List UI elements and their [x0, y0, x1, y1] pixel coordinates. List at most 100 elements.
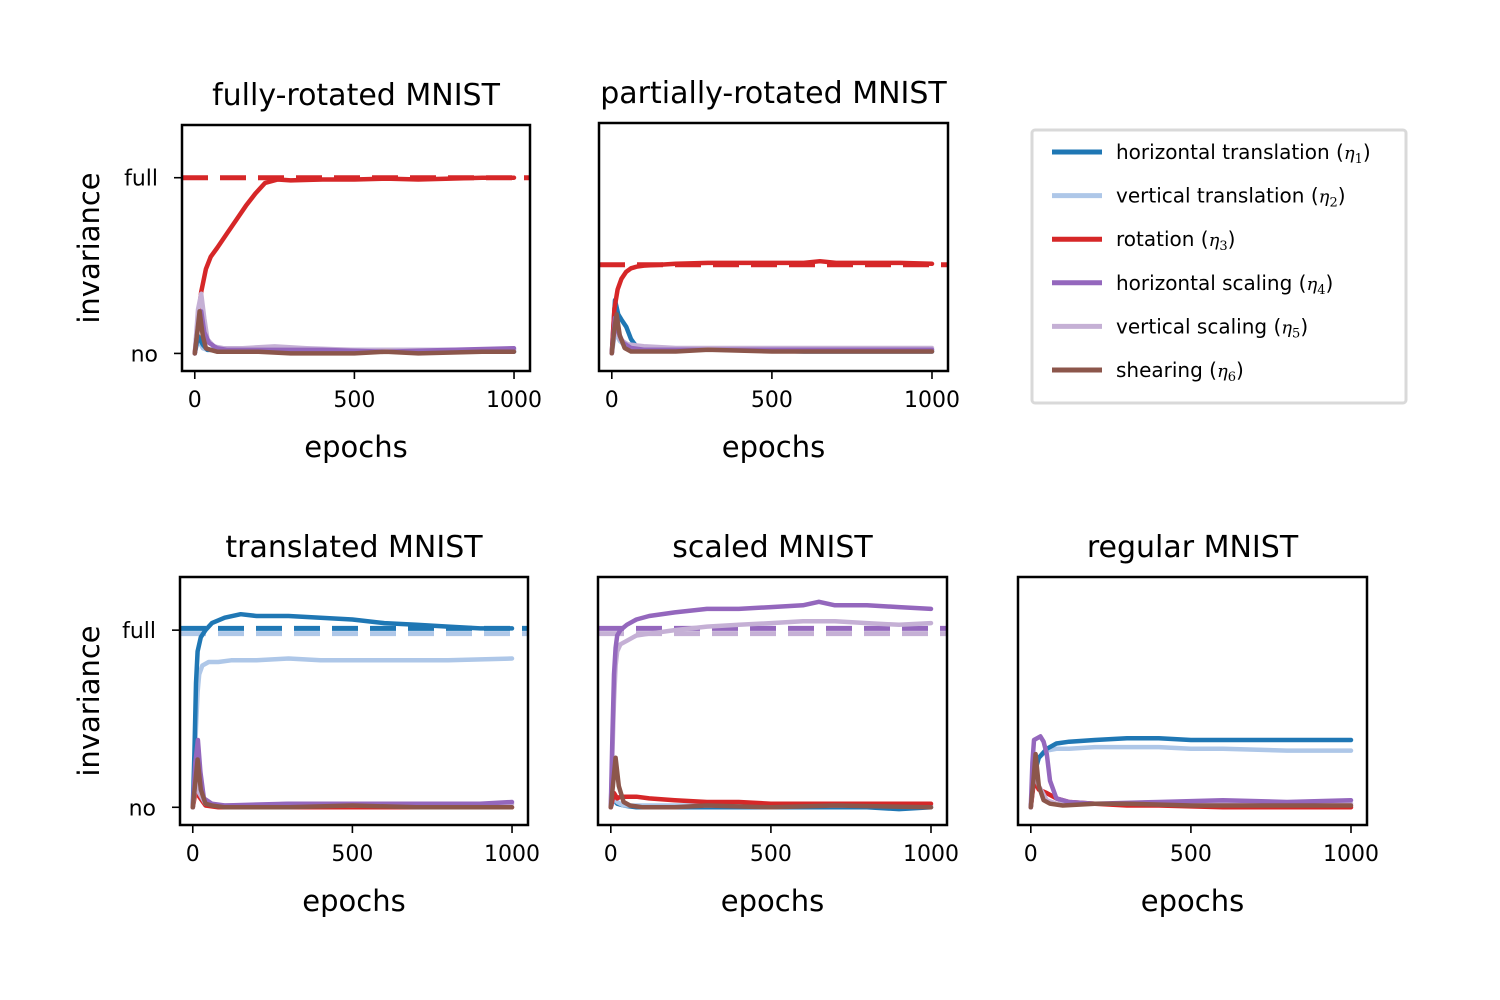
series-line [190, 757, 515, 810]
x-axis-label: epochs [304, 430, 407, 464]
legend-label: horizontal translation (η1) [1116, 140, 1371, 167]
legend-label-text: vertical scaling ( [1116, 314, 1281, 338]
legend-entry: shearing (η6) [1052, 358, 1244, 385]
series-line [190, 656, 515, 810]
x-tick-label: 1000 [484, 842, 540, 867]
x-tick-label: 0 [605, 388, 619, 413]
axes-frame [596, 575, 949, 827]
series-line [609, 312, 935, 356]
x-tick-label: 1000 [904, 388, 960, 413]
y-axis-label: invariance [72, 625, 106, 776]
axes-frame [178, 575, 530, 827]
series-line [190, 611, 515, 810]
legend-symbol: η [1306, 274, 1317, 295]
legend-label: vertical translation (η2) [1116, 184, 1346, 211]
series-line [190, 737, 515, 810]
subplot-title: partially-rotated MNIST [600, 76, 947, 111]
series-line [608, 755, 934, 810]
legend-label-end: ) [1300, 314, 1308, 338]
x-tick-label: 1000 [1323, 842, 1379, 867]
series-line [192, 175, 517, 356]
legend-symbol: η [1217, 361, 1228, 382]
axes-frame [180, 123, 532, 373]
subplot-5: 0 500 1000 regular MNIST epochs [1016, 530, 1379, 918]
legend-label-end: ) [1228, 227, 1236, 251]
subplot-title: fully-rotated MNIST [212, 78, 500, 113]
x-tick-label: 0 [186, 842, 200, 867]
subplot-title: scaled MNIST [672, 530, 873, 565]
legend-label: horizontal scaling (η4) [1116, 271, 1333, 298]
series-line [1028, 735, 1354, 810]
legend-subscript: 4 [1317, 283, 1325, 298]
series-line [192, 291, 517, 356]
legend-label: rotation (η3) [1116, 227, 1235, 254]
legend-label-text: vertical translation ( [1116, 184, 1319, 208]
series-line [609, 315, 935, 356]
y-tick-label: full [124, 167, 158, 192]
legend-label-text: horizontal scaling ( [1116, 271, 1306, 295]
x-tick-label: 500 [1170, 842, 1212, 867]
y-tick-label: full [122, 619, 156, 644]
legend-entry: vertical translation (η2) [1052, 184, 1346, 211]
subplot-3: 0 500 1000 no full translated MNIST epochs inva… [72, 530, 540, 918]
y-axis-label: invariance [72, 172, 106, 323]
x-tick-label: 500 [333, 388, 375, 413]
series-line [1028, 744, 1354, 810]
legend-symbol: η [1281, 317, 1292, 338]
x-axis-label: epochs [302, 884, 405, 918]
plot-area [1028, 734, 1354, 810]
series-line [1028, 751, 1354, 810]
x-tick-label: 500 [750, 842, 792, 867]
legend-subscript: 1 [1355, 152, 1363, 167]
series-line [1028, 734, 1354, 810]
legend-label-text: rotation ( [1116, 227, 1209, 251]
series-line [192, 309, 517, 356]
x-tick-label: 0 [1024, 842, 1038, 867]
legend-entry: rotation (η3) [1052, 227, 1235, 254]
legend-symbol: η [1319, 187, 1330, 208]
x-axis-label: epochs [722, 430, 825, 464]
x-tick-label: 0 [604, 842, 618, 867]
series-line [609, 258, 935, 356]
plot-area [599, 258, 948, 356]
legend-label-text: horizontal translation ( [1116, 140, 1344, 164]
axes-frame [597, 121, 950, 373]
legend-subscript: 3 [1219, 239, 1227, 254]
x-axis-label: epochs [1141, 884, 1244, 918]
x-tick-label: 500 [751, 388, 793, 413]
legend-label: shearing (η6) [1116, 358, 1244, 385]
legend-symbol: η [1209, 230, 1220, 251]
x-tick-label: 1000 [903, 842, 959, 867]
legend-subscript: 5 [1292, 326, 1300, 341]
subplot-title: regular MNIST [1087, 530, 1299, 565]
legend-entry: horizontal scaling (η4) [1052, 271, 1333, 298]
subplot-2: 0 500 1000 partially-rotated MNIST epochs [597, 76, 960, 464]
legend-subscript: 2 [1329, 196, 1337, 211]
y-tick-label: no [131, 342, 158, 367]
x-tick-label: 1000 [486, 388, 542, 413]
subplot-1: 0 500 1000 no full fully-rotated MNIST epochs i… [72, 78, 542, 464]
x-tick-label: 0 [188, 388, 202, 413]
plot-area [598, 599, 947, 812]
legend-label-end: ) [1326, 271, 1334, 295]
legend-symbol: η [1344, 143, 1355, 164]
legend-label-end: ) [1338, 184, 1346, 208]
legend-frame [1030, 128, 1408, 405]
legend-label-text: shearing ( [1116, 358, 1217, 382]
legend-subscript: 6 [1228, 370, 1236, 385]
series-line [608, 599, 934, 810]
plot-area [180, 611, 528, 810]
legend: horizontal translation (η1)vertical tran… [1030, 128, 1408, 405]
series-line [608, 619, 934, 810]
legend-label-end: ) [1236, 358, 1244, 382]
y-tick-label: no [129, 796, 156, 821]
legend-entry: horizontal translation (η1) [1052, 140, 1371, 167]
legend-label: vertical scaling (η5) [1116, 314, 1308, 341]
subplot-4: 0 500 1000 scaled MNIST epochs [596, 530, 959, 918]
plot-area [182, 175, 530, 356]
legend-entry: vertical scaling (η5) [1052, 314, 1308, 341]
x-tick-label: 500 [331, 842, 373, 867]
subplot-title: translated MNIST [225, 530, 483, 565]
